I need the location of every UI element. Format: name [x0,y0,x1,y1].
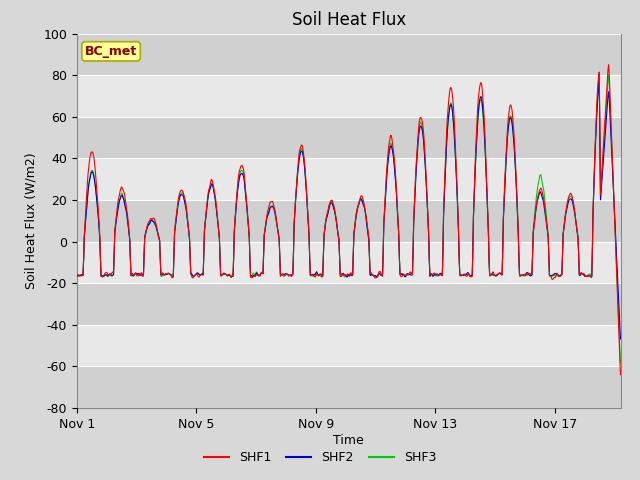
Y-axis label: Soil Heat Flux (W/m2): Soil Heat Flux (W/m2) [25,153,38,289]
Title: Soil Heat Flux: Soil Heat Flux [292,11,406,29]
X-axis label: Time: Time [333,433,364,446]
Bar [77,366,621,408]
Bar [77,200,621,241]
Text: BC_met: BC_met [85,45,137,58]
Bar [77,117,621,158]
Legend: SHF1, SHF2, SHF3: SHF1, SHF2, SHF3 [199,446,441,469]
Bar [77,283,621,325]
Bar [77,34,621,75]
